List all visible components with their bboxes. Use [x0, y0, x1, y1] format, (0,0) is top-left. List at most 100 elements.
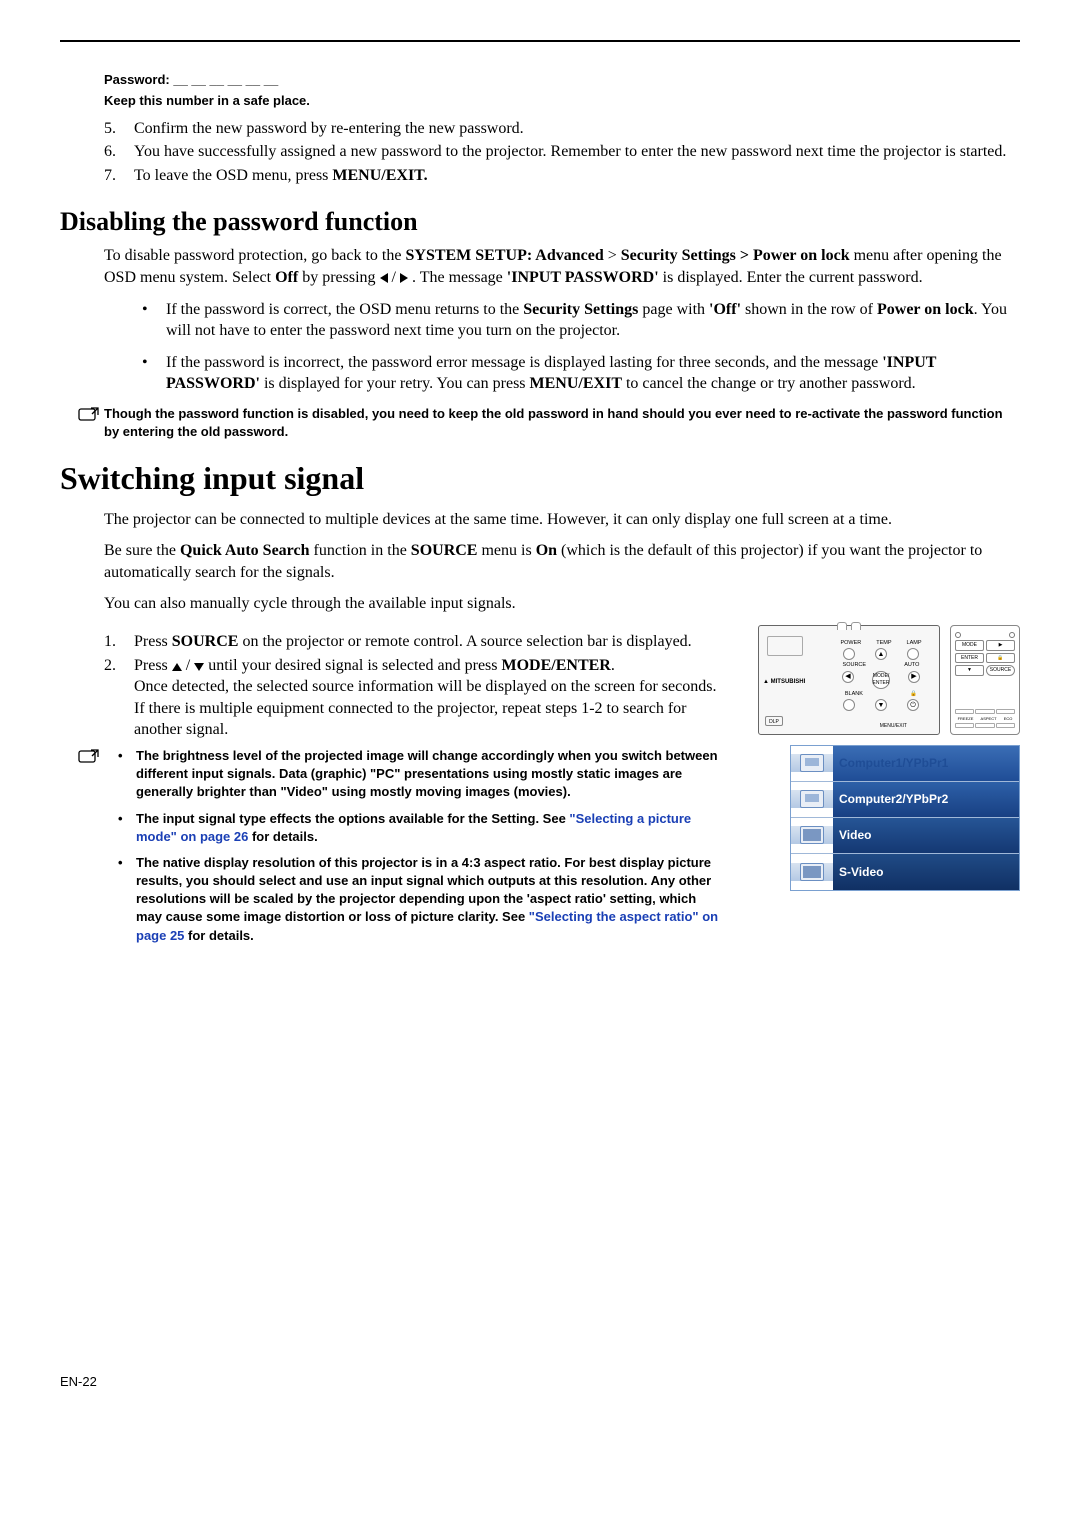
panel-label: TEMP [876, 640, 891, 647]
disable-note-text: Though the password function is disabled… [104, 405, 1020, 441]
text: for details. [184, 928, 253, 943]
text: Press [134, 657, 172, 674]
step-text: To leave the OSD menu, press MENU/EXIT. [134, 165, 1020, 187]
left-arrow-icon [380, 273, 388, 283]
text-bold: MENU/EXIT [530, 375, 622, 392]
top-rule [60, 40, 1020, 42]
step-text-part: To leave the OSD menu, press [134, 167, 332, 184]
panel-label: LAMP [907, 640, 922, 647]
step-text: You have successfully assigned a new pas… [134, 141, 1020, 163]
panel-label: SOURCE [843, 662, 867, 669]
remote-btn: MODE [955, 640, 984, 651]
text: To disable password protection, go back … [104, 247, 405, 264]
text-bold: 'INPUT PASSWORD' [507, 269, 659, 286]
step-number: 5. [104, 118, 134, 140]
text-bold: SOURCE [172, 633, 239, 650]
note-icon [78, 406, 102, 429]
menu-exit-label: MENU/EXIT [880, 723, 907, 730]
step-number: 7. [104, 165, 134, 187]
text: page with [638, 301, 709, 318]
text: If the password is incorrect, the passwo… [166, 354, 882, 371]
text-bold: Power on lock [877, 301, 974, 318]
source-label: Computer2/YPbPr2 [833, 782, 1019, 817]
note-item: The brightness level of the projected im… [118, 747, 722, 802]
projector-diagram: POWER TEMP LAMP ▲ SOURCE AUTO ◀MODE/ENTE… [758, 625, 940, 735]
list-item: 2. Press / until your desired signal is … [104, 655, 722, 741]
note-item: The input signal type effects the option… [118, 810, 722, 846]
disable-bullets: If the password is correct, the OSD menu… [142, 299, 1020, 395]
source-row: Computer1/YPbPr1 [791, 746, 1019, 782]
step-number: 1. [104, 631, 134, 653]
text: is displayed. Enter the current password… [659, 269, 923, 286]
text: by pressing [298, 269, 379, 286]
text-bold: On [536, 542, 557, 559]
note-item: The native display resolution of this pr… [118, 854, 722, 945]
disable-paragraph: To disable password protection, go back … [104, 245, 1020, 288]
text-bold: Security Settings > Power on lock [621, 247, 850, 264]
text: menu is [477, 542, 535, 559]
text-bold: MODE/ENTER [502, 657, 611, 674]
text-bold: Security Settings [523, 301, 638, 318]
text: > [604, 247, 621, 264]
up-arrow-icon [172, 663, 182, 671]
password-label: Password: __ __ __ __ __ __ [104, 70, 1020, 91]
switch-steps: 1. Press SOURCE on the projector or remo… [104, 631, 722, 741]
text-bold: SOURCE [411, 542, 478, 559]
step-text: Press SOURCE on the projector or remote … [134, 631, 722, 653]
remote-btn: ▼ [955, 665, 984, 676]
list-item: 1. Press SOURCE on the projector or remo… [104, 631, 722, 653]
text: on the projector or remote control. A so… [238, 633, 691, 650]
text: to cancel the change or try another pass… [622, 375, 916, 392]
remote-btn: ▶ [986, 640, 1015, 651]
text: Press [134, 633, 172, 650]
lock-icon: 🔒 [910, 691, 917, 698]
remote-btn: ENTER [955, 653, 984, 664]
text: The input signal type effects the option… [136, 811, 569, 826]
remote-btn: SOURCE [986, 665, 1015, 676]
panel-label: POWER [840, 640, 861, 647]
keep-note: Keep this number in a safe place. [104, 91, 1020, 112]
menu-exit: MENU/EXIT. [332, 167, 427, 184]
remote-diagram: MODE▶ ENTER🔒 ▼SOURCE FREEZEASPECTECO [950, 625, 1020, 735]
text: for details. [248, 829, 317, 844]
switch-p1: The projector can be connected to multip… [104, 509, 1020, 531]
text-bold: SYSTEM SETUP: Advanced [405, 247, 603, 264]
down-arrow-icon [194, 663, 204, 671]
source-row: Computer2/YPbPr2 [791, 782, 1019, 818]
password-steps: 5. Confirm the new password by re-enteri… [104, 118, 1020, 187]
source-label: Computer1/YPbPr1 [833, 746, 1019, 781]
source-label: S-Video [833, 854, 1019, 890]
pc-icon [800, 790, 824, 808]
switch-heading: Switching input signal [60, 457, 1020, 500]
page-footer: EN-22 [60, 1373, 1020, 1391]
text: is displayed for your retry. You can pre… [260, 375, 530, 392]
step-detail: Once detected, the selected source infor… [134, 678, 716, 738]
text-bold: Quick Auto Search [180, 542, 310, 559]
step-number: 6. [104, 141, 134, 163]
text: Be sure the [104, 542, 180, 559]
right-arrow-icon [400, 273, 408, 283]
list-item: If the password is correct, the OSD menu… [142, 299, 1020, 342]
switch-notes-body: The brightness level of the projected im… [104, 747, 722, 953]
text: shown in the row of [741, 301, 877, 318]
panel-label: BLANK [845, 691, 863, 698]
pc-icon [800, 754, 824, 772]
dlp-badge: DLP [765, 716, 783, 726]
source-row: Video [791, 818, 1019, 854]
text: . The message [412, 269, 507, 286]
step-number: 2. [104, 655, 134, 741]
note-icon [78, 748, 102, 771]
disable-heading: Disabling the password function [60, 204, 1020, 239]
svideo-icon [800, 863, 824, 881]
video-icon [800, 826, 824, 844]
brand-label: ▲ MITSUBISHI [763, 678, 805, 686]
switch-p3: You can also manually cycle through the … [104, 593, 1020, 615]
text: until your desired signal is selected an… [204, 657, 501, 674]
device-illustration-row: POWER TEMP LAMP ▲ SOURCE AUTO ◀MODE/ENTE… [740, 625, 1020, 735]
source-row: S-Video [791, 854, 1019, 890]
disable-note-row: Though the password function is disabled… [78, 405, 1020, 441]
text: . [611, 657, 615, 674]
list-item: If the password is incorrect, the passwo… [142, 352, 1020, 395]
switch-notes-row: The brightness level of the projected im… [78, 747, 722, 953]
text-bold: Off [275, 269, 298, 286]
